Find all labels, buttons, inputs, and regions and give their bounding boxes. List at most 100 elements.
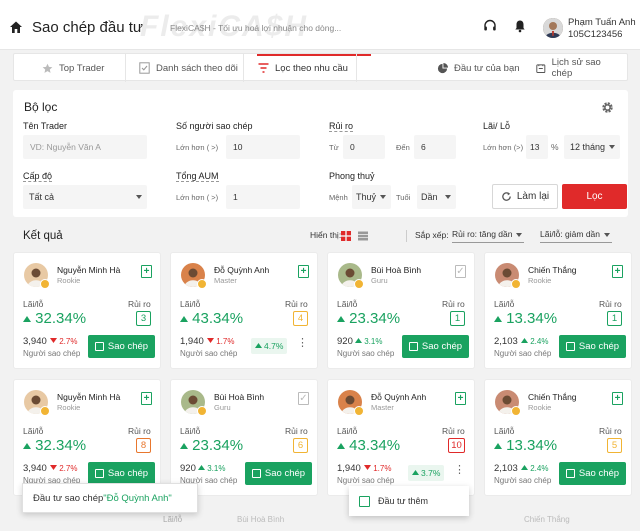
pl-period-select[interactable]: 12 tháng <box>564 135 620 159</box>
level-badge-icon <box>40 279 50 289</box>
copiers-caption: Người sao chép <box>337 476 395 485</box>
tab-label: Lịch sử sao chép <box>551 57 601 79</box>
tuoi-select[interactable]: Dần <box>417 185 456 209</box>
risk-label: Rủi ro <box>442 426 465 436</box>
pl-value: 13.34% <box>494 437 557 454</box>
copiers-count: 3,940 <box>23 336 47 347</box>
tab-label: Đầu tư của bạn <box>454 62 520 74</box>
risk-from-input[interactable]: 0 <box>343 135 385 159</box>
trader-name-input[interactable]: VD: Nguyễn Văn A <box>23 135 147 159</box>
trader-card[interactable]: Nguyễn Minh Hà Rookie + Lãi/lỗ Rủi ro 32.34%… <box>13 379 161 496</box>
level-badge-icon <box>511 406 521 416</box>
bookmark-icon[interactable]: + <box>298 265 309 278</box>
menu-item-invest-more[interactable]: Đầu tư thêm <box>378 496 429 506</box>
trader-name[interactable]: Chiến Thắng <box>528 265 577 275</box>
reset-button[interactable]: Làm lại <box>492 184 558 209</box>
copiers-change: 2.7% <box>50 337 77 346</box>
copy-button[interactable]: Sao chép <box>402 335 469 358</box>
copy-label: Sao chép <box>578 341 620 352</box>
bookmark-icon[interactable]: + <box>141 265 152 278</box>
tab-your-investment[interactable]: Đầu tư của bạn <box>425 54 532 82</box>
copy-button[interactable]: Sao chép <box>245 462 312 485</box>
star-icon <box>42 63 53 73</box>
copiers-count: 920 <box>337 336 353 347</box>
brand-watermark: FlexiCA$H <box>140 10 309 43</box>
copy-button[interactable]: Sao chép <box>88 462 155 485</box>
home-icon[interactable] <box>9 20 23 34</box>
tab-watchlist[interactable]: Danh sách theo dõi <box>127 54 250 82</box>
promo-slogan[interactable]: FlexiCA$H - Tối ưu hoá lợi nhuận cho dòn… <box>170 23 342 33</box>
list-view-icon[interactable] <box>358 231 368 241</box>
level-badge-icon <box>40 406 50 416</box>
divider <box>406 230 407 242</box>
sort-pl-select[interactable]: Lãi/lỗ: giảm dần <box>540 227 613 243</box>
trader-card[interactable]: Đỗ Quỳnh Anh Master + Lãi/lỗ Rủi ro 43.34% 10… <box>327 379 475 496</box>
trader-name[interactable]: Đỗ Quỳnh Anh <box>371 392 427 402</box>
tab-copy-history[interactable]: Lịch sử sao chép <box>524 54 627 82</box>
trader-card[interactable]: Đỗ Quỳnh Anh Master + Lãi/lỗ Rủi ro 43.34% 4 1… <box>170 252 318 369</box>
sort-risk-value: Rủi ro: tăng dần <box>452 229 513 239</box>
trader-card[interactable]: Chiến Thắng Rookie + Lãi/lỗ Rủi ro 13.34% 1 2,… <box>484 252 632 369</box>
trader-card[interactable]: Chiến Thắng Rookie + Lãi/lỗ Rủi ro 13.34% 5 2,… <box>484 379 632 496</box>
copiers-change-value: 1.7% <box>373 464 392 473</box>
aum-input[interactable]: 1 <box>226 185 300 209</box>
tuoi-label: Tuổi <box>396 193 411 202</box>
risk-to-label: Đến <box>396 143 410 152</box>
trend-up-icon <box>198 465 205 470</box>
results-section: Kết quả Hiển thị: Sắp xếp: Rủi ro: tăng … <box>13 225 632 531</box>
bookmark-icon[interactable]: + <box>612 392 623 405</box>
trader-name[interactable]: Bùi Hoà Bình <box>214 392 265 402</box>
menh-select[interactable]: Thuỷ <box>352 185 391 209</box>
trader-name[interactable]: Chiến Thắng <box>528 392 577 402</box>
copy-button[interactable]: Sao chép <box>559 462 626 485</box>
copiers-caption: Người sao chép <box>23 476 81 485</box>
tab-top-trader[interactable]: Top Trader <box>30 54 116 82</box>
copy-button[interactable]: Sao chép <box>88 335 155 358</box>
trader-name[interactable]: Bùi Hoà Bình <box>371 265 422 275</box>
copiers-change-value: 3.1% <box>364 337 383 346</box>
bookmark-icon[interactable]: + <box>455 392 466 405</box>
copiers-input[interactable]: 10 <box>226 135 300 159</box>
risk-label: Rủi ro <box>285 426 308 436</box>
chevron-down-icon <box>516 233 523 237</box>
add-investment-icon <box>359 495 370 507</box>
trader-name[interactable]: Nguyễn Minh Hà <box>57 265 121 275</box>
copy-button[interactable]: Sao chép <box>559 335 626 358</box>
tab-divider <box>356 54 357 82</box>
tab-filter-by-need[interactable]: Lọc theo nhu cầu <box>246 54 360 82</box>
copy-label: Sao chép <box>421 341 463 352</box>
risk-label: Rủi ro <box>285 299 308 309</box>
bookmark-icon[interactable]: ✓ <box>455 265 466 278</box>
more-options-icon[interactable]: ⋮ <box>297 337 308 349</box>
bookmark-icon[interactable]: + <box>141 392 152 405</box>
active-tab-indicator <box>257 54 371 56</box>
trend-up-icon <box>180 316 188 322</box>
page-title: Sao chép đầu tư <box>32 19 143 36</box>
user-name[interactable]: Phạm Tuấn Anh <box>568 17 636 28</box>
grid-view-icon[interactable] <box>341 231 351 241</box>
trader-name-label: Tên Trader <box>23 121 68 131</box>
risk-to-input[interactable]: 6 <box>414 135 456 159</box>
level-badge-icon <box>197 279 207 289</box>
headset-icon[interactable] <box>483 19 497 33</box>
card-context-menu[interactable]: Đầu tư thêm <box>349 486 469 516</box>
gear-icon[interactable] <box>601 101 614 114</box>
trend-up-icon <box>337 443 345 449</box>
trader-card[interactable]: Bùi Hoà Bình Guru ✓ Lãi/lỗ Rủi ro 23.34% 6 920… <box>170 379 318 496</box>
trader-level: Guru <box>371 276 388 285</box>
trader-name[interactable]: Đỗ Quỳnh Anh <box>214 265 270 275</box>
bell-icon[interactable] <box>513 19 527 33</box>
bookmark-icon[interactable]: ✓ <box>298 392 309 405</box>
apply-filter-button[interactable]: Lọc <box>562 184 627 209</box>
pl-input[interactable]: 13 <box>526 135 548 159</box>
copiers-count: 2,103 <box>494 463 518 474</box>
trader-name[interactable]: Nguyễn Minh Hà <box>57 392 121 402</box>
trader-card[interactable]: Nguyễn Minh Hà Rookie + Lãi/lỗ Rủi ro 32.34%… <box>13 252 161 369</box>
risk-label: Rủi ro <box>599 426 622 436</box>
level-select[interactable]: Tất cả <box>23 185 147 209</box>
more-options-icon[interactable]: ⋮ <box>454 464 465 476</box>
sort-risk-select[interactable]: Rủi ro: tăng dần <box>452 227 525 243</box>
bookmark-icon[interactable]: + <box>612 265 623 278</box>
user-avatar[interactable] <box>543 18 563 38</box>
trader-card[interactable]: Bùi Hoà Bình Guru ✓ Lãi/lỗ Rủi ro 23.34% 1 920… <box>327 252 475 369</box>
